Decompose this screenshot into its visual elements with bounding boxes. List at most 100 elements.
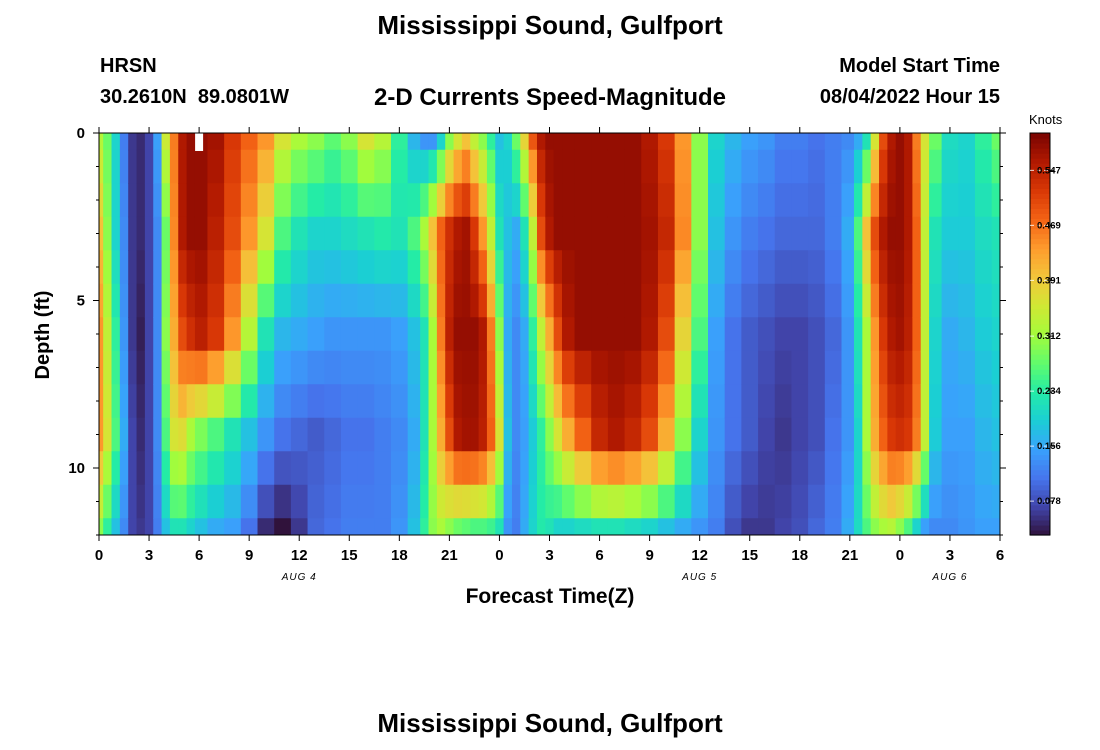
heatmap-cell [511, 484, 521, 519]
heatmap-cell [486, 283, 496, 318]
heatmap-cell [324, 451, 342, 486]
heatmap-cell [324, 317, 342, 352]
colorbar-segment [1030, 228, 1050, 235]
heatmap-cell [904, 451, 913, 486]
heatmap-cell [478, 133, 488, 151]
heatmap-cell [854, 149, 863, 184]
heatmap-cell [478, 350, 488, 385]
heatmap-cell [290, 317, 309, 352]
heatmap-cell [307, 417, 325, 452]
chart-subtitle: 2-D Currents Speed-Magnitude [373, 84, 727, 111]
heatmap-cell [904, 283, 913, 318]
heatmap-cell [470, 451, 480, 486]
heatmap-cell [562, 250, 576, 285]
heatmap-cell [103, 317, 113, 352]
heatmap-cell [929, 283, 943, 318]
heatmap-cell [941, 183, 959, 218]
heatmap-cell [691, 149, 709, 184]
heatmap-cell [374, 350, 392, 385]
model-start-value: 08/04/2022 Hour 15 [819, 86, 1000, 108]
heatmap-cell [390, 484, 409, 519]
heatmap-cell [103, 149, 113, 184]
heatmap-cell [574, 149, 592, 184]
heatmap-cell [574, 451, 592, 486]
colorbar-segment [1030, 494, 1050, 501]
heatmap-cell [445, 417, 455, 452]
heatmap-cell [895, 417, 905, 452]
heatmap-cell [144, 451, 154, 486]
heatmap-cell [879, 133, 888, 151]
heatmap-cell [854, 317, 863, 352]
heatmap-cell [879, 484, 888, 519]
colorbar-segment [1030, 208, 1050, 214]
heatmap-cell [136, 250, 146, 285]
heatmap-cell [445, 283, 455, 318]
colorbar-tick-label: 0.312 [1037, 331, 1061, 342]
colorbar-segment [1030, 253, 1050, 260]
heatmap-cell [453, 451, 463, 486]
x-tick-label: 9 [245, 547, 253, 564]
heatmap-cell [824, 484, 843, 519]
heatmap-cell [545, 133, 555, 151]
heatmap-cell [862, 384, 872, 419]
heatmap-cell [958, 384, 976, 419]
heatmap-cell [854, 283, 863, 318]
heatmap-cell [774, 283, 793, 318]
heatmap-cell [224, 484, 242, 519]
heatmap-cell [808, 417, 826, 452]
heatmap-cell [879, 216, 888, 251]
colorbar-segment [1030, 354, 1050, 360]
heatmap-cell [503, 518, 513, 535]
heatmap-cell [574, 484, 592, 519]
heatmap-cell [553, 250, 563, 285]
heatmap-cell [824, 451, 843, 486]
colorbar-segment [1030, 178, 1050, 184]
heatmap-cell [824, 518, 843, 535]
heatmap-cell [128, 484, 138, 519]
heatmap-cell [390, 250, 409, 285]
heatmap-cell [290, 350, 309, 385]
heatmap-cell [974, 183, 993, 218]
colorbar-segment [1030, 203, 1050, 209]
heatmap-cell [591, 250, 609, 285]
heatmap-cell [178, 384, 188, 419]
heatmap-cell [207, 417, 225, 452]
heatmap-cell [624, 317, 642, 352]
heatmap-cell [724, 484, 742, 519]
x-tick-label: 6 [595, 547, 603, 564]
heatmap-cell [774, 417, 793, 452]
heatmap-cell [207, 216, 225, 251]
heatmap-cell [520, 283, 530, 318]
heatmap-cell [461, 183, 471, 218]
heatmap-cell [240, 183, 259, 218]
heatmap-cell [495, 484, 505, 519]
heatmap-cell [153, 451, 163, 486]
heatmap-cell [207, 250, 225, 285]
heatmap-cell [708, 518, 726, 535]
heatmap-cell [895, 484, 905, 519]
heatmap-cell [591, 283, 609, 318]
heatmap-cell [111, 451, 121, 486]
heatmap-cell [854, 518, 863, 535]
heatmap-cell [374, 149, 392, 184]
colorbar-segment [1030, 323, 1050, 330]
heatmap-cell [574, 283, 592, 318]
heatmap-cell [545, 317, 555, 352]
heatmap-cell [528, 317, 538, 352]
heatmap-cell [240, 133, 259, 151]
heatmap-cell [854, 417, 863, 452]
heatmap-cell [591, 451, 609, 486]
heatmap-cell [420, 149, 430, 184]
heatmap-cell [161, 518, 171, 535]
heatmap-cell [528, 133, 538, 151]
heatmap-cell [161, 451, 171, 486]
heatmap-cell [178, 451, 188, 486]
heatmap-cell [824, 384, 843, 419]
colorbar-segment [1030, 459, 1050, 466]
heatmap-cell [870, 451, 880, 486]
heatmap-cell [111, 283, 121, 318]
colorbar-segment [1030, 504, 1050, 511]
heatmap-cell [136, 317, 146, 352]
heatmap-cell [503, 216, 513, 251]
heatmap-cell [428, 250, 438, 285]
